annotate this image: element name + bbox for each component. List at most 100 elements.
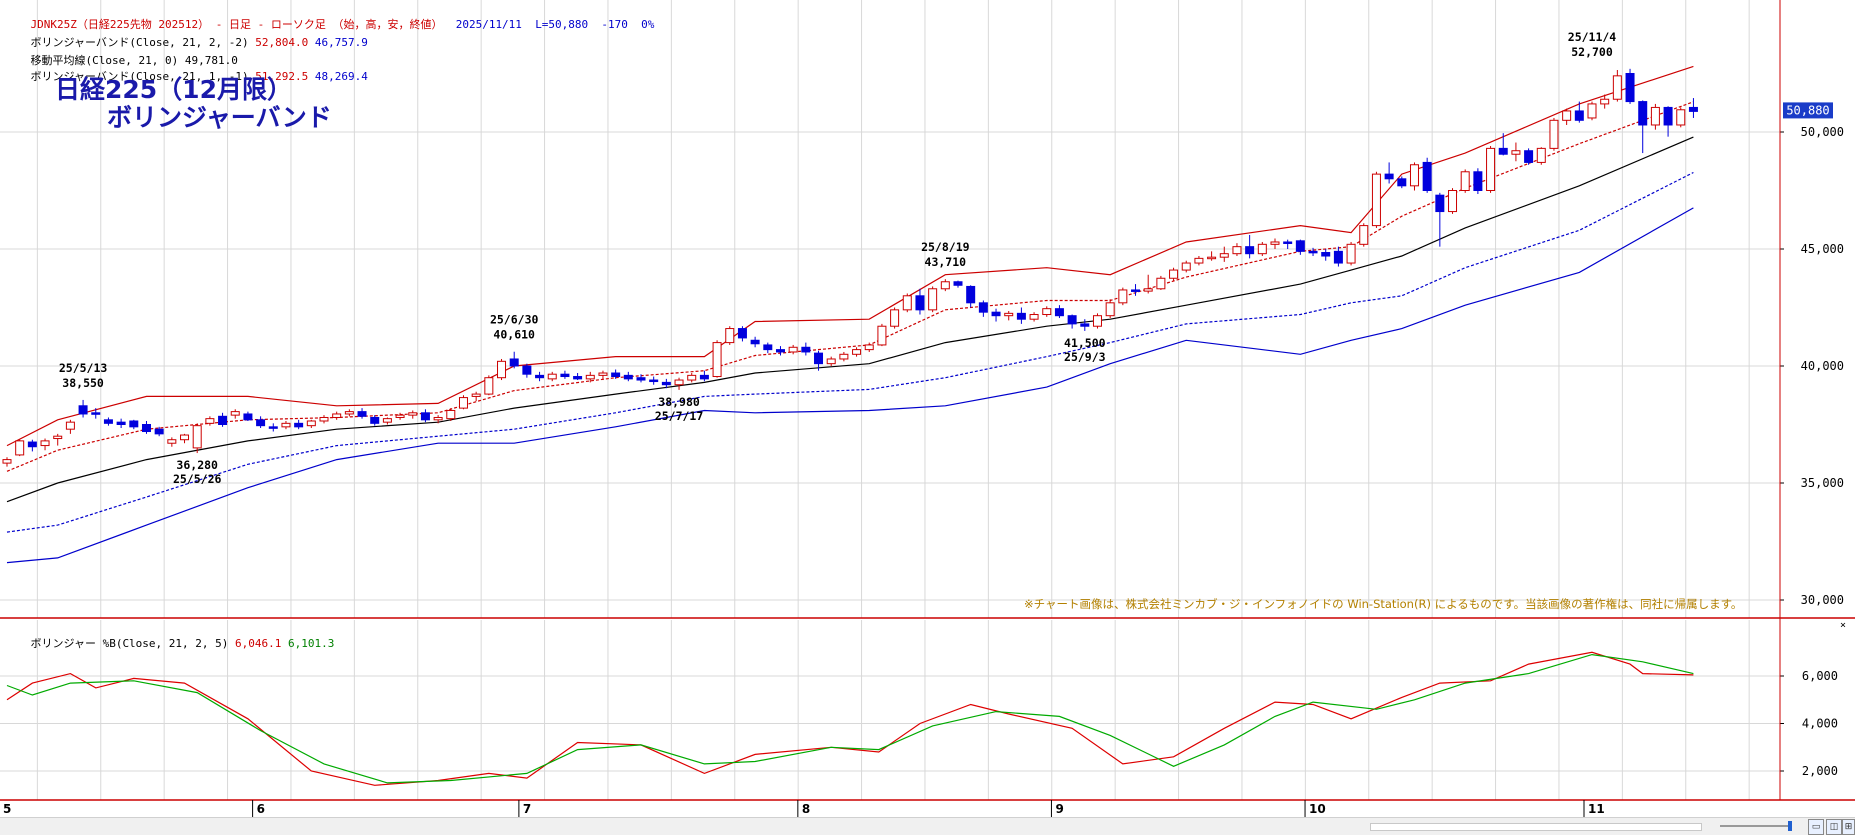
- annotation-value: 38,550: [62, 376, 104, 390]
- candle-body: [1308, 250, 1318, 254]
- candle-body: [1080, 323, 1090, 327]
- candle-body: [1676, 109, 1686, 126]
- candle-body: [852, 349, 862, 355]
- candle-body: [1143, 288, 1153, 292]
- fit-icon[interactable]: ◫: [1826, 819, 1842, 835]
- candle-body: [382, 418, 392, 423]
- candle-body: [268, 426, 278, 429]
- chart-header-line-2: ボリンジャーバンド(Close, 21, 2, -2) 52,804.0 46,…: [4, 19, 368, 67]
- candle-body: [902, 295, 912, 311]
- last-price-badge: [1783, 102, 1833, 119]
- candle-body: [497, 360, 507, 379]
- candle-body: [1219, 253, 1229, 258]
- candle-body: [1169, 269, 1179, 279]
- candle-body: [1042, 308, 1052, 316]
- candle-body: [877, 325, 887, 346]
- candle-body: [699, 374, 709, 380]
- y-tick-label: 35,000: [1801, 476, 1844, 490]
- candle-body: [1409, 164, 1419, 187]
- annotation-date: 25/8/19: [921, 240, 970, 254]
- symbol-description: JDNK25Z（日経225先物 202512） - 日足 - ローソク足 （始，…: [30, 18, 443, 31]
- candle-body: [1688, 106, 1698, 112]
- pctb-red-value: 6,046.1: [235, 637, 282, 650]
- header-change-pct: 0%: [641, 18, 655, 31]
- overlay-title: 日経225（12月限） ボリンジャーバンド: [55, 76, 332, 132]
- candle-body: [978, 302, 988, 313]
- candle-body: [103, 419, 113, 424]
- zoom-in-icon[interactable]: ▭: [1808, 819, 1824, 835]
- candle-body: [1486, 147, 1496, 192]
- scrollbar-track[interactable]: [1370, 823, 1702, 831]
- x-month-label: 6: [257, 802, 265, 816]
- candle-body: [319, 416, 329, 422]
- candle-body: [141, 424, 151, 433]
- candle-body: [1333, 250, 1343, 264]
- candle-body: [1245, 246, 1255, 255]
- x-month-label: 5: [3, 802, 11, 816]
- candle-body: [1473, 171, 1483, 191]
- annotation-value: 43,710: [925, 255, 967, 269]
- candle-body: [991, 311, 1001, 317]
- expand-icon[interactable]: ⊞: [1842, 819, 1855, 835]
- candle-body: [1460, 171, 1470, 191]
- bollinger-band-line: [6, 136, 1694, 503]
- candle-body: [915, 295, 925, 311]
- candle-body: [661, 381, 671, 386]
- candle-body: [826, 358, 836, 365]
- candle-body: [446, 409, 456, 420]
- bb1-upper-value: 51,292.5: [255, 70, 309, 83]
- candle-body: [1321, 252, 1331, 257]
- candle-body: [192, 425, 202, 449]
- ma-label: 移動平均線(Close, 21, 0): [30, 54, 179, 67]
- y-tick-label: 45,000: [1801, 242, 1844, 256]
- candle-body: [420, 412, 430, 421]
- candle-body: [1524, 150, 1534, 163]
- horizontal-scrollbar[interactable]: ▭ ◫ ⊞: [0, 817, 1855, 835]
- chart-header-line-1: JDNK25Z（日経225先物 202512） - 日足 - ローソク足 （始，…: [4, 1, 655, 49]
- candle-body: [725, 328, 735, 344]
- candle-body: [1397, 178, 1407, 187]
- pctb-label: ボリンジャー %B(Close, 21, 2, 5): [30, 637, 229, 650]
- bb2-upper-value: 52,804.0: [255, 36, 309, 49]
- candle-body: [750, 339, 760, 345]
- x-month-label: 7: [523, 802, 531, 816]
- candle-body: [294, 422, 304, 428]
- candle-body: [649, 379, 659, 383]
- candle-body: [1346, 243, 1356, 264]
- y-tick-label: 40,000: [1801, 359, 1844, 373]
- bollinger-band-line: [6, 171, 1694, 533]
- sub-y-tick-label: 4,000: [1802, 717, 1838, 731]
- zoom-slider[interactable]: [1720, 825, 1790, 827]
- candle-body: [281, 422, 291, 428]
- header-change: -170: [601, 18, 628, 31]
- candle-body: [91, 412, 101, 415]
- pctb-line: [6, 651, 1694, 786]
- candle-body: [598, 372, 608, 376]
- candle-body: [306, 420, 316, 427]
- copyright-notice: ※チャート画像は、株式会社ミンカブ・ジ・インフォノイドの Win-Station…: [1024, 597, 1743, 611]
- bb2-lower-value: 46,757.9: [314, 36, 368, 49]
- subchart-header: ボリンジャー %B(Close, 21, 2, 5) 6,046.1 6,101…: [4, 620, 335, 668]
- zoom-slider-thumb[interactable]: [1788, 821, 1792, 831]
- candle-body: [370, 416, 380, 424]
- candle-body: [1384, 173, 1394, 180]
- candle-body: [674, 379, 684, 386]
- candle-body: [1612, 75, 1622, 100]
- pctb-line: [6, 653, 1694, 784]
- candle-body: [1016, 312, 1026, 320]
- header-last-price: L=50,880: [535, 18, 589, 31]
- header-date: 2025/11/11: [455, 18, 522, 31]
- close-subchart-icon[interactable]: ×: [1839, 620, 1847, 631]
- candle-body: [53, 435, 63, 440]
- candle-body: [1422, 161, 1432, 191]
- candle-body: [1156, 277, 1166, 290]
- candle-body: [1118, 289, 1128, 304]
- x-month-label: 11: [1588, 802, 1605, 816]
- overlay-title-line-2: ボリンジャーバンド: [107, 103, 332, 132]
- candle-body: [1549, 119, 1559, 149]
- candle-body: [167, 439, 177, 444]
- candle-body: [1638, 101, 1648, 126]
- chart-header-line-3: 移動平均線(Close, 21, 0) 49,781.0: [4, 37, 238, 85]
- annotation-date: 25/5/26: [173, 472, 222, 486]
